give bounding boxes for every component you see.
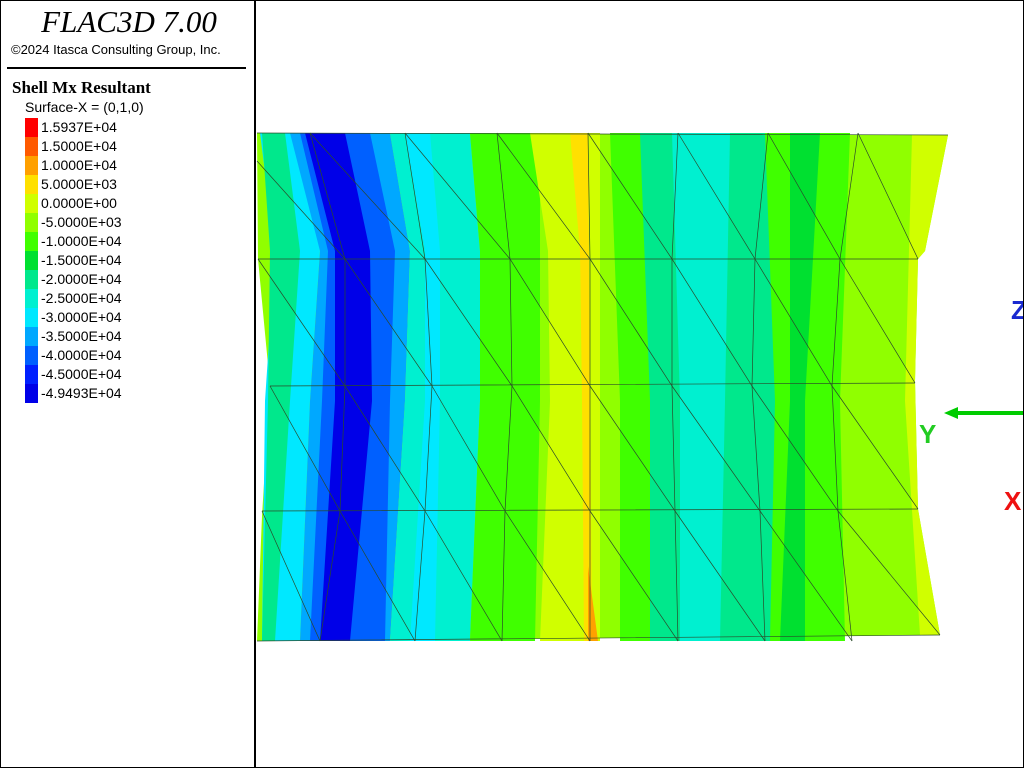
legend-label: 5.0000E+03 [41,176,117,192]
legend-swatch [25,118,38,137]
y-axis-head [944,407,958,419]
legend-swatch [25,270,38,289]
band [570,133,592,641]
legend-title: Shell Mx Resultant [12,78,151,97]
mesh-line [256,132,941,642]
legend-label: -3.0000E+04 [41,309,122,325]
legend-swatch [25,365,38,384]
mesh [256,132,949,642]
band [470,133,540,641]
band [672,133,730,641]
legend-label: -2.0000E+04 [41,271,122,287]
legend-label: -4.0000E+04 [41,347,122,363]
legend-label: -1.5000E+04 [41,252,122,268]
legend-swatch [25,346,38,365]
plot: Z Y X [256,132,1024,642]
legend-label: -5.0000E+03 [41,214,122,230]
legend-label: -4.5000E+04 [41,366,122,382]
viewport: Z Y X [256,0,1024,768]
band [588,566,598,641]
legend-label: -4.9493E+04 [41,385,122,401]
band [905,135,948,635]
legend-swatch [25,137,38,156]
contour-bands [260,133,948,641]
legend-swatch [25,327,38,346]
contour [256,132,949,642]
legend-swatch [25,308,38,327]
y-axis-label: Y [919,419,936,449]
x-axis-label: X [1004,486,1022,516]
copyright: ©2024 Itasca Consulting Group, Inc. [11,42,221,57]
legend-label: 1.5000E+04 [41,138,117,154]
legend-label: -2.5000E+04 [41,290,122,306]
legend-swatch [25,289,38,308]
legend-label: -1.0000E+04 [41,233,122,249]
legend-swatch [25,384,38,403]
band [780,133,820,641]
legend-swatch [25,175,38,194]
legend-swatch [25,232,38,251]
legend-swatch [25,251,38,270]
separator [7,67,246,69]
legend-label: -3.5000E+04 [41,328,122,344]
legend-panel: FLAC3D 7.00 ©2024 Itasca Consulting Grou… [0,0,256,768]
legend-subtitle: Surface-X = (0,1,0) [25,99,144,115]
legend-swatch [25,213,38,232]
mesh-line [256,132,949,642]
band [305,133,372,641]
z-axis-label: Z [1011,295,1023,325]
legend-swatch [25,194,38,213]
legend-label: 0.0000E+00 [41,195,117,211]
app-title: FLAC3D 7.00 [41,4,217,39]
legend-swatch [25,156,38,175]
legend-label: 1.5937E+04 [41,119,117,135]
legend-label: 1.0000E+04 [41,157,117,173]
band [405,133,440,641]
band [262,133,300,641]
